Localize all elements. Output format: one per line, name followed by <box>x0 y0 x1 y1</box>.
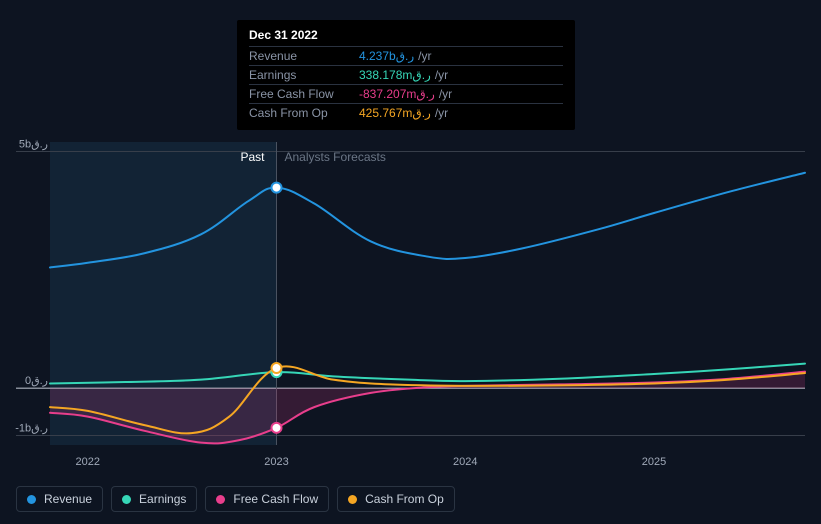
tooltip-row-value: 425.767 <box>359 106 402 120</box>
tooltip-row-unit: /yr <box>439 87 452 101</box>
chart-tooltip: Dec 31 2022 Revenue4.237bر.ق /yrEarnings… <box>237 20 575 130</box>
svg-text:2022: 2022 <box>76 456 100 468</box>
tooltip-row-unit: /yr <box>418 49 431 63</box>
svg-text:2025: 2025 <box>642 456 666 468</box>
legend-dot-icon <box>348 495 357 504</box>
tooltip-row: Earnings338.178mر.ق /yr <box>249 65 563 84</box>
legend-dot-icon <box>27 495 36 504</box>
legend-dot-icon <box>216 495 225 504</box>
legend-item-label: Earnings <box>139 492 186 506</box>
svg-text:5bر.ق: 5bر.ق <box>19 138 48 150</box>
tooltip-row-currency: bر.ق <box>389 49 414 63</box>
tooltip-row-currency: mر.ق <box>406 87 434 101</box>
tooltip-row: Free Cash Flow-837.207mر.ق /yr <box>249 84 563 103</box>
chart-legend: Revenue Earnings Free Cash Flow Cash From O… <box>16 486 455 512</box>
tooltip-row-value: 338.178 <box>359 68 402 82</box>
tooltip-row-value: 4.237 <box>359 49 389 63</box>
legend-item-label: Cash From Op <box>365 492 444 506</box>
tooltip-row-label: Cash From Op <box>249 106 359 120</box>
tooltip-row-value: -837.207 <box>359 87 406 101</box>
tooltip-row-currency: mر.ق <box>402 68 430 82</box>
legend-item-revenue[interactable]: Revenue <box>16 486 103 512</box>
legend-item-label: Free Cash Flow <box>233 492 318 506</box>
past-region-label: Past <box>241 150 265 164</box>
forecast-region-label: Analysts Forecasts <box>285 150 386 164</box>
tooltip-row: Cash From Op425.767mر.ق /yr <box>249 103 563 122</box>
tooltip-row: Revenue4.237bر.ق /yr <box>249 46 563 65</box>
tooltip-date: Dec 31 2022 <box>249 28 563 46</box>
legend-item-earnings[interactable]: Earnings <box>111 486 197 512</box>
svg-text:ر.ق0: ر.ق0 <box>25 375 48 387</box>
tooltip-row-label: Revenue <box>249 49 359 63</box>
svg-text:2024: 2024 <box>453 456 477 468</box>
svg-text:2023: 2023 <box>264 456 288 468</box>
legend-item-cfo[interactable]: Cash From Op <box>337 486 455 512</box>
legend-item-fcf[interactable]: Free Cash Flow <box>205 486 329 512</box>
tooltip-row-currency: mر.ق <box>402 106 430 120</box>
legend-dot-icon <box>122 495 131 504</box>
tooltip-row-unit: /yr <box>435 106 448 120</box>
tooltip-row-label: Earnings <box>249 68 359 82</box>
tooltip-row-unit: /yr <box>435 68 448 82</box>
svg-text:-1bر.ق: -1bر.ق <box>15 423 48 435</box>
legend-item-label: Revenue <box>44 492 92 506</box>
tooltip-row-label: Free Cash Flow <box>249 87 359 101</box>
